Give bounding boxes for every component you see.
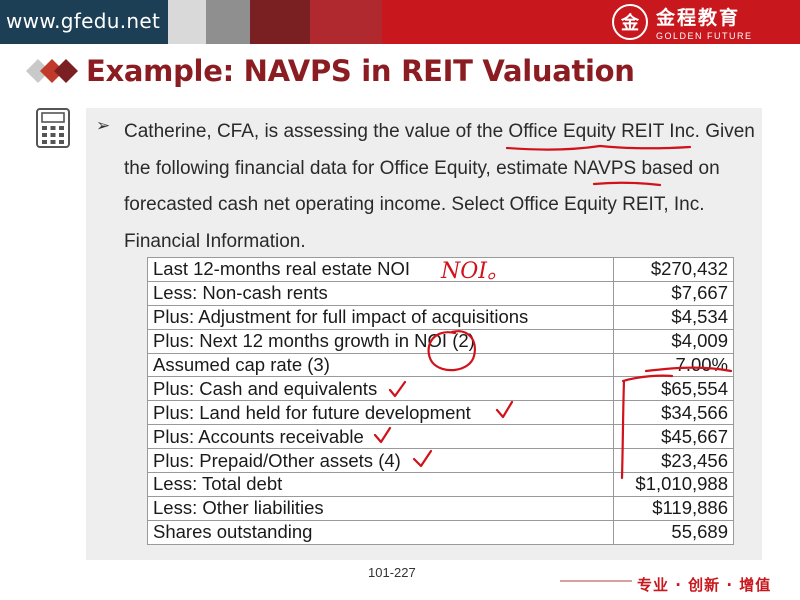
slide-title: Example: NAVPS in REIT Valuation bbox=[86, 54, 635, 88]
row-label: Last 12-months real estate NOI bbox=[146, 257, 615, 282]
brand-logo: 金 金程教育 GOLDEN FUTURE bbox=[612, 2, 798, 42]
table-row: Less: Other liabilities $119,886 bbox=[146, 495, 734, 521]
title-diamond-icon bbox=[26, 59, 78, 83]
table-row: Assumed cap rate (3) 7.00% bbox=[146, 352, 734, 378]
calculator-icon bbox=[36, 108, 70, 148]
table-row: Last 12-months real estate NOI $270,432 bbox=[146, 257, 734, 282]
financial-table-body: Last 12-months real estate NOI $270,432 Le… bbox=[146, 257, 734, 545]
row-value: $65,554 bbox=[613, 376, 734, 402]
logo-text: 金程教育 GOLDEN FUTURE bbox=[656, 3, 753, 41]
row-value: $119,886 bbox=[613, 495, 734, 521]
table-row: Less: Total debt $1,010,988 bbox=[146, 472, 734, 497]
row-label: Less: Other liabilities bbox=[146, 495, 615, 521]
table-row: Plus: Land held for future development $3… bbox=[146, 400, 734, 426]
row-value: 55,689 bbox=[613, 519, 734, 545]
footer-rule bbox=[560, 580, 632, 582]
row-value: $34,566 bbox=[613, 400, 734, 426]
table-row: Plus: Cash and equivalents $65,554 bbox=[146, 376, 734, 402]
financial-info-table: Last 12-months real estate NOI $270,432 Le… bbox=[146, 257, 734, 545]
row-value: $45,667 bbox=[613, 424, 734, 450]
row-value: $1,010,988 bbox=[613, 472, 734, 497]
row-label: Less: Total debt bbox=[146, 472, 615, 497]
logo-english-name: GOLDEN FUTURE bbox=[656, 31, 753, 41]
problem-statement: Catherine, CFA, is assessing the value o… bbox=[124, 121, 755, 252]
table-row: Plus: Adjustment for full impact of acqu… bbox=[146, 304, 734, 330]
banner-segment-mid-red bbox=[310, 0, 382, 44]
row-value: $7,667 bbox=[613, 280, 734, 306]
banner-segment-gray bbox=[206, 0, 250, 44]
banner-segment-light-gray bbox=[168, 0, 206, 44]
logo-seal-mark: 金 bbox=[621, 13, 639, 34]
table-row: Shares outstanding 55,689 bbox=[146, 519, 734, 545]
row-value: $4,534 bbox=[613, 304, 734, 330]
table-row: Plus: Accounts receivable $45,667 bbox=[146, 424, 734, 450]
row-value: $23,456 bbox=[613, 448, 734, 474]
top-banner bbox=[0, 0, 800, 44]
row-value: $4,009 bbox=[613, 328, 734, 354]
banner-segment-navy bbox=[0, 0, 168, 44]
banner-segment-red bbox=[382, 0, 800, 44]
logo-chinese-name: 金程教育 bbox=[656, 7, 741, 29]
row-label: Plus: Next 12 months growth in NOI (2) bbox=[146, 328, 615, 354]
row-label: Plus: Accounts receivable bbox=[146, 424, 615, 450]
row-label: Assumed cap rate (3) bbox=[146, 352, 615, 378]
footer-slogan: 专业 · 创新 · 增值 bbox=[637, 576, 772, 594]
row-value: 7.00% bbox=[613, 352, 734, 378]
page-number: 101-227 bbox=[368, 565, 416, 580]
row-label: Plus: Prepaid/Other assets (4) bbox=[146, 448, 615, 474]
bullet-arrow-icon: ➢ bbox=[96, 116, 111, 135]
table-row: Less: Non-cash rents $7,667 bbox=[146, 280, 734, 306]
row-label: Less: Non-cash rents bbox=[146, 280, 615, 306]
banner-segment-dark-red bbox=[250, 0, 310, 44]
table-row: Plus: Next 12 months growth in NOI (2) $4… bbox=[146, 328, 734, 354]
logo-seal-icon: 金 bbox=[612, 4, 648, 40]
row-label: Plus: Cash and equivalents bbox=[146, 376, 615, 402]
row-label: Shares outstanding bbox=[146, 519, 615, 545]
row-label: Plus: Adjustment for full impact of acqu… bbox=[146, 304, 615, 330]
row-value: $270,432 bbox=[613, 257, 734, 282]
site-url: www.gfedu.net bbox=[6, 9, 161, 33]
table-row: Plus: Prepaid/Other assets (4) $23,456 bbox=[146, 448, 734, 474]
row-label: Plus: Land held for future development bbox=[146, 400, 615, 426]
